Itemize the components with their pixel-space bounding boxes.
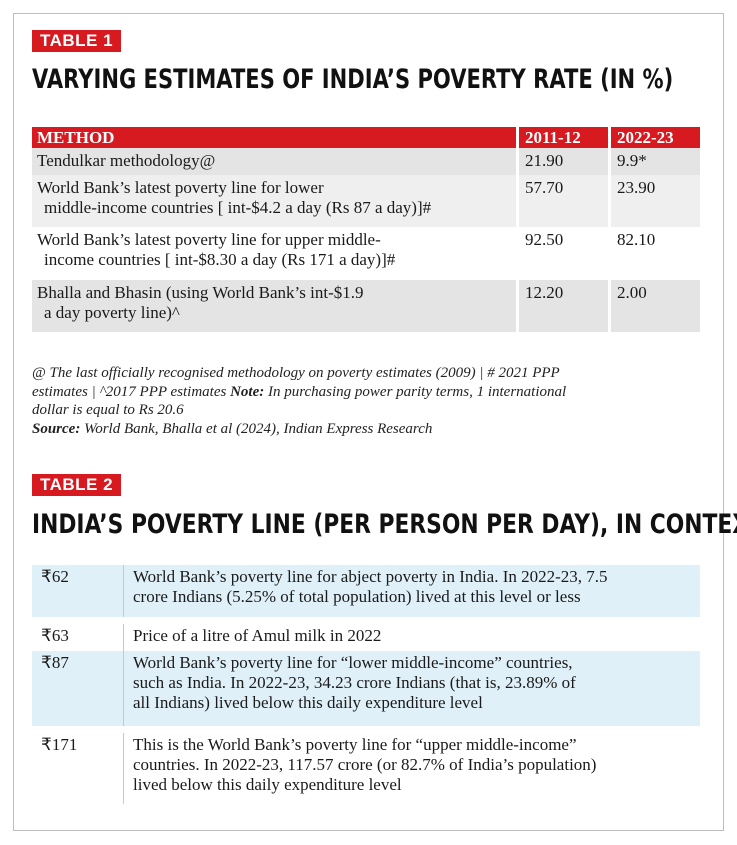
table-row: World Bank’s latest poverty line for low…: [32, 175, 700, 227]
column-header-2011-12: 2011-12: [516, 127, 608, 148]
table-row: Tendulkar methodology@ 21.90 9.9*: [32, 148, 700, 175]
description-cell: This is the World Bank’s poverty line fo…: [124, 733, 700, 804]
description-line: Price of a litre of Amul milk in 2022: [133, 626, 382, 645]
footnote-text: estimates | ^2017 PPP estimates: [32, 383, 231, 400]
description-line: countries. In 2022-23, 117.57 crore (or …: [133, 755, 597, 774]
amount-cell: ₹63: [32, 624, 124, 651]
source-line: Source: World Bank, Bhalla et al (2024),…: [32, 420, 702, 439]
table2-heading: INDIA’S POVERTY LINE (PER PERSON PER DAY…: [32, 509, 737, 540]
table-row: World Bank’s latest poverty line for upp…: [32, 227, 700, 280]
value-2011-12: 12.20: [516, 280, 608, 332]
method-text-cont: middle-income countries [ int-$4.2 a day…: [44, 198, 432, 217]
method-text: World Bank’s latest poverty line for low…: [37, 178, 324, 197]
description-line: This is the World Bank’s poverty line fo…: [133, 735, 577, 754]
description-cell: World Bank’s poverty line for “lower mid…: [124, 651, 700, 726]
value-2022-23: 23.90: [608, 175, 700, 227]
table1-notes: @ The last officially recognised methodo…: [32, 364, 702, 438]
description-line: World Bank’s poverty line for abject pov…: [133, 567, 608, 586]
description-line: all Indians) lived below this daily expe…: [133, 693, 483, 712]
footnote-line: @ The last officially recognised methodo…: [32, 365, 560, 381]
table-row: ₹62 World Bank’s poverty line for abject…: [32, 565, 700, 617]
table1-header-row: METHOD 2011-12 2022-23: [32, 127, 700, 148]
value-2022-23: 2.00: [608, 280, 700, 332]
value-2011-12: 57.70: [516, 175, 608, 227]
amount-cell: ₹87: [32, 651, 124, 726]
source-text: World Bank, Bhalla et al (2024), Indian …: [80, 420, 433, 437]
note-text: In purchasing power parity terms, 1 inte…: [264, 383, 567, 400]
table-row: Bhalla and Bhasin (using World Bank’s in…: [32, 280, 700, 332]
infographic-frame: [13, 13, 724, 831]
table-row: ₹87 World Bank’s poverty line for “lower…: [32, 651, 700, 726]
footnote-line: estimates | ^2017 PPP estimates Note: In…: [32, 383, 702, 402]
description-cell: World Bank’s poverty line for abject pov…: [124, 565, 700, 617]
description-line: such as India. In 2022-23, 34.23 crore I…: [133, 673, 576, 692]
column-header-method: METHOD: [37, 128, 115, 147]
table-row: ₹63 Price of a litre of Amul milk in 202…: [32, 617, 700, 651]
table-row: ₹171 This is the World Bank’s poverty li…: [32, 726, 700, 804]
table1-heading: VARYING ESTIMATES OF INDIA’S POVERTY RAT…: [32, 64, 674, 95]
value-2022-23: 9.9*: [608, 148, 700, 175]
table1-tag: TABLE 1: [32, 30, 122, 52]
value-2011-12: 21.90: [516, 148, 608, 175]
method-text-cont: a day poverty line)^: [44, 303, 180, 322]
value-2022-23: 82.10: [608, 227, 700, 280]
method-text: World Bank’s latest poverty line for upp…: [37, 230, 381, 249]
poverty-line-context-table: ₹62 World Bank’s poverty line for abject…: [32, 565, 700, 804]
amount-cell: ₹171: [32, 733, 124, 804]
method-text: Tendulkar methodology@: [37, 151, 216, 170]
method-text: Bhalla and Bhasin (using World Bank’s in…: [37, 283, 364, 302]
poverty-rate-table: METHOD 2011-12 2022-23 Tendulkar methodo…: [32, 127, 700, 332]
description-line: lived below this daily expenditure level: [133, 775, 402, 794]
description-line: crore Indians (5.25% of total population…: [133, 587, 581, 606]
footnote-line: dollar is equal to Rs 20.6: [32, 402, 184, 418]
description-cell: Price of a litre of Amul milk in 2022: [124, 624, 700, 651]
note-label: Note:: [230, 383, 265, 400]
method-text-cont: income countries [ int-$8.30 a day (Rs 1…: [44, 250, 396, 269]
source-label: Source:: [32, 420, 81, 437]
description-line: World Bank’s poverty line for “lower mid…: [133, 653, 573, 672]
value-2011-12: 92.50: [516, 227, 608, 280]
column-header-2022-23: 2022-23: [608, 127, 700, 148]
amount-cell: ₹62: [32, 565, 124, 617]
table2-tag: TABLE 2: [32, 474, 122, 496]
